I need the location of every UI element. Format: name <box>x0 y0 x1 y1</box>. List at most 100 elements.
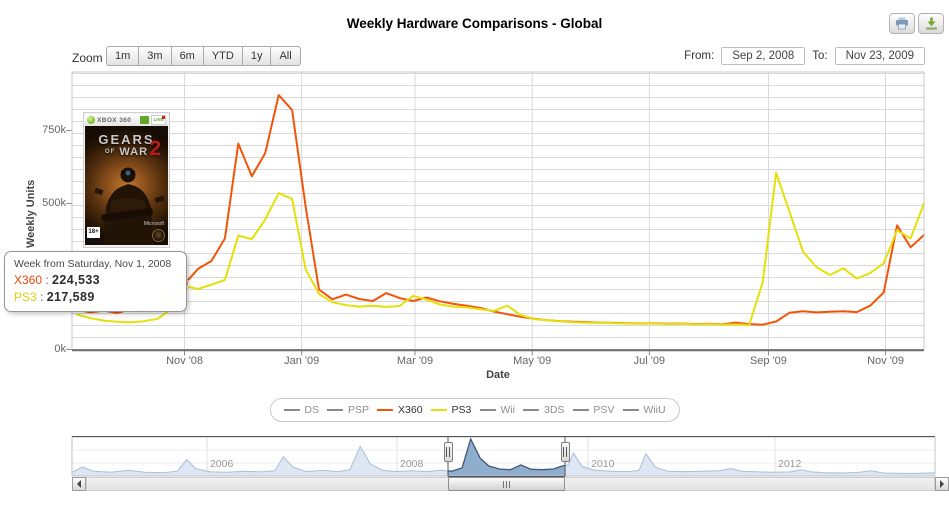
series-lines <box>76 94 925 326</box>
legend-line-swatch <box>522 409 539 411</box>
legend-line-swatch <box>377 409 394 411</box>
xbox360-logo-text: XBOX 360 <box>97 116 132 124</box>
nat-badge-icon <box>140 116 149 124</box>
zoom-button-1m[interactable]: 1m <box>106 46 140 66</box>
navigator-handle-left[interactable] <box>443 442 453 462</box>
chart-legend: DS PSP X360 PS3 Wii 3DS PSV WiiU <box>269 398 680 422</box>
printer-icon <box>896 17 908 30</box>
crimson-omen-emblem <box>152 229 165 242</box>
tooltip-row-ps3: PS3 : 217,589 <box>14 290 178 304</box>
boxart-title-gears: GEARS <box>98 132 155 147</box>
date-range-controls: From: Sep 2, 2008 To: Nov 23, 2009 <box>684 47 925 65</box>
microsoft-logo-text: Microsoft <box>143 221 164 227</box>
navigator-year-label: 2010 <box>591 458 615 470</box>
tooltip-separator: : <box>42 273 53 287</box>
legend-line-swatch <box>430 409 447 411</box>
tooltip-series-value: 224,533 <box>52 273 101 287</box>
x-axis-tick-label: Jul '09 <box>633 355 666 367</box>
legend-item-psp[interactable]: PSP <box>326 404 370 416</box>
scrollbar-thumb[interactable] <box>448 477 566 491</box>
boxart-title-war: OF WAR <box>104 146 149 158</box>
tooltip-series-name: X360 <box>14 273 43 287</box>
legend-item-label: X360 <box>398 404 423 416</box>
legend-item-x360[interactable]: X360 <box>377 404 423 416</box>
tooltip-header: Week from Saturday, Nov 1, 2008 <box>14 258 172 270</box>
tooltip-series-name: PS3 <box>14 290 37 304</box>
chart-action-buttons <box>889 13 944 34</box>
boxart-trademark-bar <box>158 127 166 130</box>
soldier-silhouette <box>87 167 167 245</box>
xbox360-header-bar: XBOX 360 LIVE <box>85 114 168 126</box>
legend-item-label: WiiU <box>643 404 666 416</box>
boxart-artwork: GEARS OF WAR 2 18+ Microsoft <box>85 126 168 245</box>
legend-item-label: PSV <box>593 404 615 416</box>
legend-item-wii[interactable]: Wii <box>479 404 515 416</box>
y-axis-tick-label: 750k <box>42 123 66 136</box>
zoom-button-all[interactable]: All <box>270 46 301 66</box>
legend-item-ps3[interactable]: PS3 <box>430 404 472 416</box>
x-axis-tick-label: Mar '09 <box>396 355 434 367</box>
zoom-button-group: 1m 3m 6m YTD 1y All <box>106 46 301 66</box>
zoom-button-6m[interactable]: 6m <box>170 46 204 66</box>
xbox-live-badge: LIVE <box>151 115 166 125</box>
to-date-input[interactable]: Nov 23, 2009 <box>834 47 925 65</box>
x-axis-tick-label: May '09 <box>513 355 552 367</box>
navigator-canvas[interactable] <box>71 436 936 477</box>
legend-item-wiiu[interactable]: WiiU <box>622 404 666 416</box>
from-date-input[interactable]: Sep 2, 2008 <box>721 47 806 65</box>
navigator-year-label: 2012 <box>777 458 802 470</box>
chart-tooltip: Week from Saturday, Nov 1, 2008 X360 : 2… <box>4 251 187 312</box>
legend-item-label: 3DS <box>543 404 565 416</box>
series-line-x360 <box>76 94 925 326</box>
legend-item-psv[interactable]: PSV <box>572 404 614 416</box>
x-axis-tick-label: Jan '09 <box>284 355 320 367</box>
series-line-ps3 <box>76 171 925 326</box>
legend-item-3ds[interactable]: 3DS <box>522 404 565 416</box>
scrollbar-left-arrow[interactable] <box>72 477 86 491</box>
legend-line-swatch <box>479 409 496 411</box>
page-title: Weekly Hardware Comparisons - Global <box>346 16 603 31</box>
from-label: From: <box>684 50 715 62</box>
x-axis-tick-label: Nov '08 <box>166 355 204 367</box>
download-button[interactable] <box>918 13 944 34</box>
zoom-button-3m[interactable]: 3m <box>138 46 172 66</box>
tooltip-row-x360: X360 : 224,533 <box>14 273 178 287</box>
y-axis-tick-label: 0k <box>54 343 66 355</box>
legend-item-ds[interactable]: DS <box>283 404 319 416</box>
y-axis-title: Weekly Units <box>25 179 37 248</box>
navigator-year-label: 2006 <box>209 458 234 470</box>
x-axis-title: Date <box>486 369 510 381</box>
legend-line-swatch <box>622 409 639 411</box>
download-icon <box>925 17 937 30</box>
gears-of-war-2-boxart: XBOX 360 LIVE GEARS OF WAR 2 18+ <box>83 112 170 248</box>
legend-item-label: PS3 <box>451 404 472 416</box>
to-label: To: <box>812 50 828 62</box>
zoom-button-1y[interactable]: 1y <box>241 46 272 66</box>
tooltip-series-value: 217,589 <box>46 290 95 304</box>
legend-item-label: Wii <box>500 404 515 416</box>
legend-line-swatch <box>572 409 589 411</box>
boxart-number-2: 2 <box>149 137 161 160</box>
navigator-handle-right[interactable] <box>560 442 570 462</box>
legend-item-label: DS <box>304 404 319 416</box>
scrollbar-right-arrow[interactable] <box>935 477 949 491</box>
x-axis-tick-label: Sep '09 <box>749 355 787 367</box>
legend-line-swatch <box>283 409 300 411</box>
tooltip-separator: : <box>36 290 47 304</box>
gridlines <box>72 72 924 350</box>
boxart-title: GEARS OF WAR <box>85 133 168 158</box>
zoom-button-ytd[interactable]: YTD <box>202 46 243 66</box>
plot-area[interactable] <box>72 72 924 350</box>
y-axis-tick-label: 500k <box>42 196 66 209</box>
navigator-year-label: 2008 <box>400 458 424 470</box>
legend-line-swatch <box>326 409 343 411</box>
xbox-orb-icon <box>87 116 95 124</box>
pegi-18-rating: 18+ <box>87 227 100 243</box>
x-axis-tick-label: Nov '09 <box>867 355 905 367</box>
print-button[interactable] <box>889 13 915 34</box>
zoom-label: Zoom <box>72 51 103 65</box>
tooltip-rows: X360 : 224,533 PS3 : 217,589 <box>14 273 178 304</box>
legend-item-label: PSP <box>347 404 370 416</box>
